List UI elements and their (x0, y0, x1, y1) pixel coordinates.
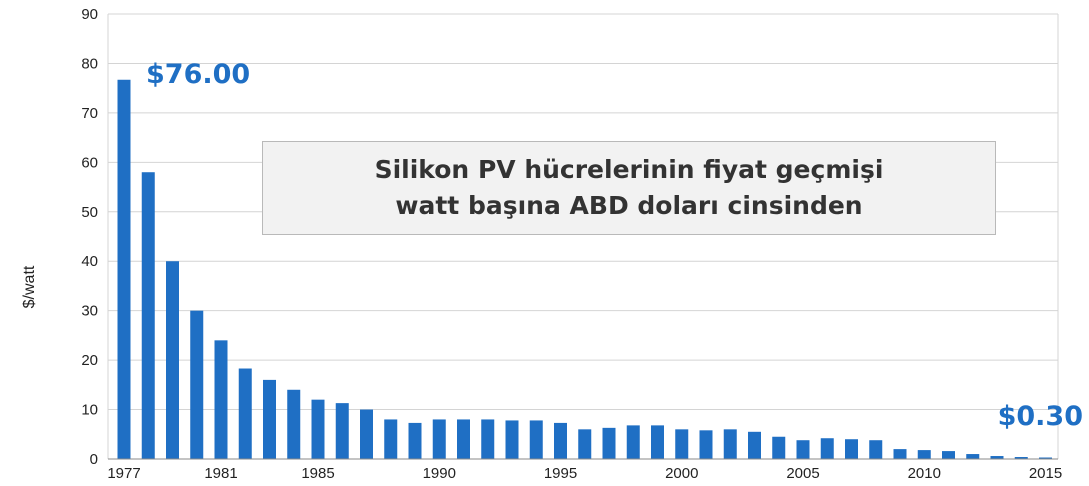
bar-2007 (845, 439, 858, 459)
y-tick-label: 80 (81, 55, 98, 72)
bar-2011 (942, 451, 955, 459)
x-tick-label: 2015 (1029, 465, 1062, 482)
y-tick-label: 30 (81, 303, 98, 320)
bar-1985 (311, 399, 325, 459)
y-tick-label: 70 (81, 105, 98, 122)
bar-2013 (990, 456, 1004, 459)
bar-1995 (554, 422, 567, 459)
chart-title-line-2: watt başına ABD doları cinsinden (395, 191, 863, 220)
annotation-1977: $76.00 (146, 59, 250, 90)
bar-2009 (893, 449, 907, 459)
bar-1990 (432, 419, 446, 459)
y-axis-label: $/watt (21, 265, 38, 308)
bar-1983 (263, 379, 276, 459)
x-tick-label: 1977 (107, 465, 140, 482)
y-tick-label: 20 (81, 352, 98, 369)
x-tick-label: 1985 (301, 465, 334, 482)
bar-2005 (796, 440, 810, 459)
y-tick-label: 90 (81, 6, 98, 23)
bar-1981 (214, 340, 228, 459)
bar-1999 (651, 425, 664, 459)
bar-1997 (602, 427, 616, 459)
x-axis-ticks: 1977 1981 1985 1990 1995 2000 2005 2010 2015 (107, 465, 1062, 482)
bar-1993 (505, 420, 519, 459)
bar-2008 (869, 440, 883, 459)
bar-1992 (481, 419, 495, 459)
x-tick-label: 1981 (204, 465, 237, 482)
x-tick-label: 2010 (908, 465, 941, 482)
bar-1979 (166, 261, 179, 459)
bar-2012 (966, 454, 980, 459)
bar-2014 (1014, 457, 1028, 459)
x-tick-label: 2000 (665, 465, 698, 482)
bar-2000 (675, 429, 689, 459)
bar-1977 (117, 79, 131, 459)
y-tick-label: 40 (81, 253, 98, 270)
bar-1986 (335, 403, 349, 459)
bar-1989 (408, 422, 422, 459)
bar-1998 (626, 425, 640, 459)
annotations: $76.00 $0.30 (146, 59, 1083, 432)
bar-1988 (384, 419, 398, 459)
chart-title-box: Silikon PV hücrelerinin fiyat geçmişi wa… (262, 141, 996, 235)
bar-1996 (578, 429, 592, 459)
bar-1984 (287, 389, 301, 459)
bar-2004 (772, 436, 786, 459)
bar-2006 (820, 438, 834, 459)
bar-2015 (1039, 457, 1052, 459)
bar-1980 (190, 310, 204, 459)
y-tick-label: 50 (81, 204, 98, 221)
y-tick-label: 0 (90, 451, 98, 468)
x-tick-label: 2005 (786, 465, 819, 482)
x-tick-label: 1990 (423, 465, 456, 482)
chart-title-line-1: Silikon PV hücrelerinin fiyat geçmişi (374, 155, 884, 184)
bar-1987 (360, 409, 373, 459)
bar-2003 (748, 431, 761, 459)
x-tick-label: 1995 (544, 465, 577, 482)
y-tick-label: 10 (81, 402, 98, 419)
bar-2001 (699, 430, 713, 459)
bar-1991 (457, 419, 470, 459)
bar-2010 (917, 450, 931, 459)
y-axis-ticks: 0 10 20 30 40 50 60 70 80 90 (81, 6, 98, 468)
y-tick-label: 60 (81, 154, 98, 171)
bar-1994 (529, 420, 543, 459)
bar-1982 (238, 368, 252, 459)
bar-2002 (723, 429, 737, 459)
bar-1978 (141, 172, 155, 459)
annotation-2015: $0.30 (998, 401, 1083, 432)
bars (117, 79, 1052, 459)
